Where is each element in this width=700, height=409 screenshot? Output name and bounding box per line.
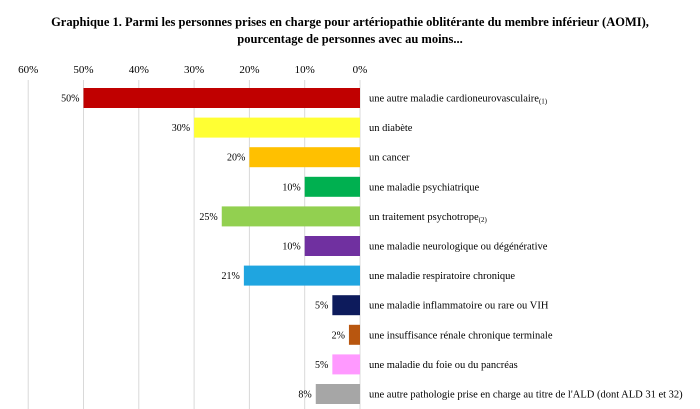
value-label: 21%	[222, 271, 240, 282]
value-label: 10%	[282, 182, 300, 193]
category-label-text: une maladie neurologique ou dégénérative	[369, 242, 548, 253]
bar	[243, 265, 360, 286]
bar	[221, 206, 360, 227]
category-label: une autre maladie cardioneurovasculaire(…	[369, 94, 548, 106]
bar	[332, 354, 360, 375]
category-label: une maladie inflammatoire ou rare ou VIH	[369, 301, 549, 312]
value-label: 5%	[315, 360, 328, 371]
category-label: une maladie neurologique ou dégénérative	[369, 242, 548, 253]
x-tick-label: 40%	[129, 64, 149, 76]
category-label-text: une maladie psychiatrique	[369, 182, 480, 193]
category-label-text: une autre maladie cardioneurovasculaire	[369, 94, 539, 105]
bar	[348, 324, 360, 345]
category-label-text: une maladie inflammatoire ou rare ou VIH	[369, 301, 549, 312]
category-footnote-marker: (2)	[479, 216, 488, 224]
category-label-text: une maladie respiratoire chronique	[369, 271, 515, 282]
category-label: une maladie du foie ou du pancréas	[369, 360, 518, 371]
value-label: 10%	[282, 242, 300, 253]
category-label: une insuffisance rénale chronique termin…	[369, 330, 553, 341]
category-label-text: un cancer	[369, 153, 410, 164]
category-label: un diabète	[369, 123, 413, 134]
chart-title: Graphique 1. Parmi les personnes prises …	[0, 14, 700, 48]
category-label-text: une insuffisance rénale chronique termin…	[369, 330, 553, 341]
chart-title-line-1: Graphique 1. Parmi les personnes prises …	[51, 15, 649, 29]
category-label-text: un traitement psychotrope	[369, 212, 479, 223]
category-label: un traitement psychotrope(2)	[369, 212, 487, 224]
x-tick-label: 20%	[239, 64, 259, 76]
x-tick-label: 50%	[73, 64, 93, 76]
bar	[315, 384, 360, 404]
category-label-text: un diabète	[369, 123, 413, 134]
category-label: une maladie psychiatrique	[369, 182, 480, 193]
value-label: 25%	[199, 212, 217, 223]
category-footnote-marker: (1)	[539, 98, 548, 106]
bar	[249, 147, 360, 168]
value-label: 5%	[315, 301, 328, 312]
x-tick-label: 60%	[18, 64, 38, 76]
bar	[83, 88, 360, 108]
bar	[304, 236, 360, 256]
value-label: 50%	[61, 94, 79, 105]
x-tick-label: 0%	[353, 64, 368, 76]
x-tick-label: 30%	[184, 64, 204, 76]
bar	[304, 176, 360, 197]
chart-title-line-2: pourcentage de personnes avec au moins..…	[237, 32, 463, 46]
value-label: 8%	[298, 390, 311, 401]
category-label: une autre pathologie prise en charge au …	[369, 390, 683, 401]
value-label: 20%	[227, 153, 245, 164]
category-label: un cancer	[369, 153, 410, 164]
x-tick-label: 10%	[295, 64, 315, 76]
value-label: 30%	[172, 123, 190, 134]
bar	[332, 295, 360, 316]
category-label-text: une autre pathologie prise en charge au …	[369, 390, 683, 401]
bar	[194, 117, 360, 138]
value-label: 2%	[332, 330, 345, 341]
category-label-text: une maladie du foie ou du pancréas	[369, 360, 518, 371]
category-label: une maladie respiratoire chronique	[369, 271, 515, 282]
